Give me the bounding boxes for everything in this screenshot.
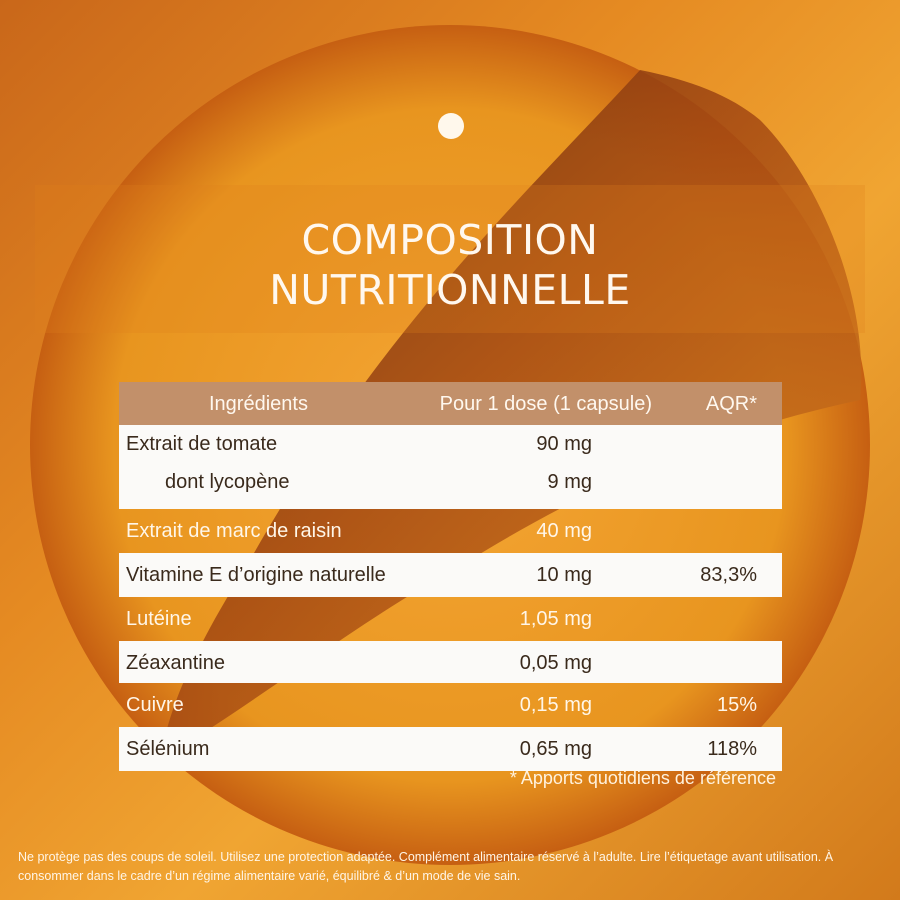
ingredient-name: Extrait de tomate	[126, 433, 278, 455]
ingredient-name: Cuivre	[126, 694, 184, 716]
ingredient-aqr: 15%	[716, 694, 757, 716]
header-ingredients: Ingrédients	[209, 393, 308, 415]
ingredient-dose: 0,05 mg	[519, 652, 592, 674]
ingredient-dose: 90 mg	[536, 433, 592, 455]
ingredient-subdose: 9 mg	[547, 471, 592, 493]
footnote: * Apports quotidiens de référence	[509, 768, 776, 788]
table-row: Sélénium 0,65 mg 118%	[119, 727, 782, 771]
ingredient-name: Lutéine	[126, 608, 192, 630]
ingredient-dose: 40 mg	[536, 520, 592, 542]
ingredient-dose: 10 mg	[536, 564, 592, 586]
table-row: Lutéine 1,05 mg	[119, 597, 782, 641]
ingredient-aqr: 83,3%	[700, 564, 757, 586]
nutrition-table: Ingrédients Pour 1 dose (1 capsule) AQR*…	[119, 382, 782, 771]
ingredient-name: Extrait de marc de raisin	[126, 520, 342, 542]
table-row: Zéaxantine 0,05 mg	[119, 641, 782, 683]
ingredient-aqr: 118%	[707, 738, 757, 760]
ingredient-name: Sélénium	[126, 738, 210, 760]
table-row: Vitamine E d’origine naturelle 10 mg 83,…	[119, 553, 782, 597]
ingredient-dose: 0,65 mg	[519, 738, 592, 760]
table-header: Ingrédients Pour 1 dose (1 capsule) AQR*	[119, 382, 782, 425]
hang-hole	[438, 113, 464, 139]
page-title: COMPOSITION NUTRITIONNELLE	[0, 215, 900, 315]
ingredient-name: Vitamine E d’origine naturelle	[126, 564, 386, 586]
title-line-2: NUTRITIONNELLE	[269, 266, 631, 314]
table-row: Extrait de tomate 90 mg dont lycopène 9 …	[119, 425, 782, 509]
ingredient-dose: 1,05 mg	[519, 608, 592, 630]
ingredient-subname: dont lycopène	[165, 471, 290, 493]
header-aqr: AQR*	[705, 393, 757, 415]
table-row: Extrait de marc de raisin 40 mg	[119, 509, 782, 553]
header-dose: Pour 1 dose (1 capsule)	[439, 393, 652, 415]
disclaimer: Ne protège pas des coups de soleil. Util…	[18, 850, 834, 883]
ingredient-name: Zéaxantine	[126, 652, 225, 674]
title-line-1: COMPOSITION	[301, 216, 599, 264]
table-row: Cuivre 0,15 mg 15%	[119, 683, 782, 727]
ingredient-dose: 0,15 mg	[519, 694, 592, 716]
